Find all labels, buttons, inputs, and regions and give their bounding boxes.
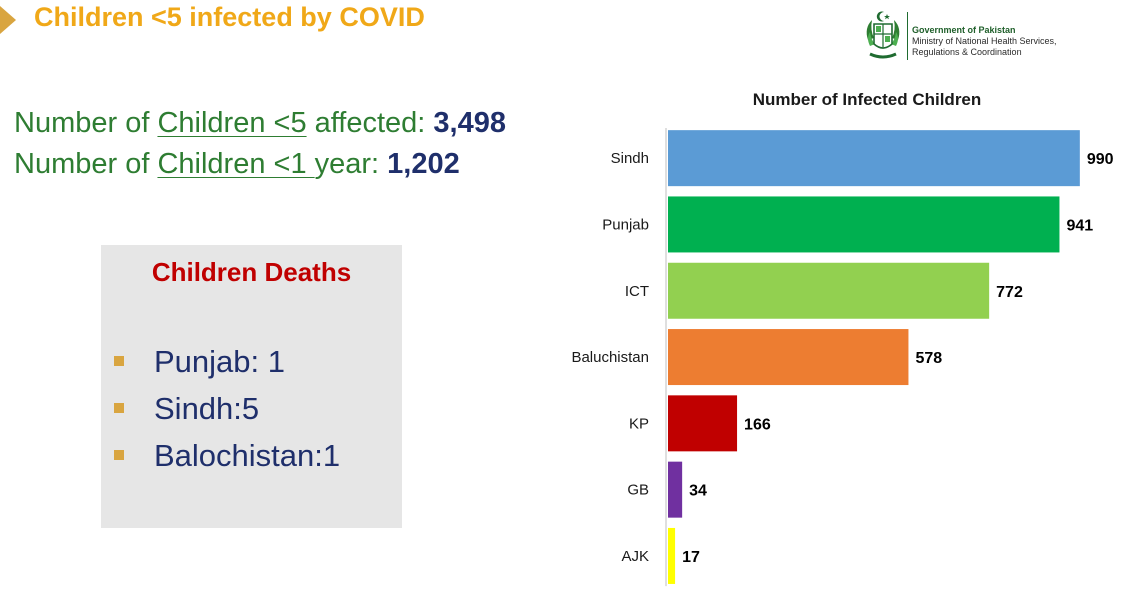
children-deaths-title: Children Deaths xyxy=(151,257,352,287)
bar-punjab xyxy=(668,196,1060,253)
stat-value: 3,498 xyxy=(433,107,506,139)
bar-sindh xyxy=(668,130,1080,187)
stat-prefix: Number of xyxy=(14,107,158,139)
category-label: Punjab xyxy=(602,216,649,233)
data-label: 34 xyxy=(689,483,707,500)
category-label: KP xyxy=(629,415,649,432)
title-arrow-icon xyxy=(0,6,16,34)
data-label: 990 xyxy=(1087,151,1114,168)
bar-ict xyxy=(668,262,990,319)
list-item-text: Sindh:5 xyxy=(154,391,260,426)
pakistan-emblem-icon xyxy=(866,11,900,59)
list-item-text: Balochistan:1 xyxy=(154,438,341,473)
stat-suffix: affected: xyxy=(306,107,434,139)
square-bullet-icon xyxy=(114,403,124,413)
stats-summary: Number of Children <5 affected: 3,498 Nu… xyxy=(14,103,506,185)
stat-prefix: Number of xyxy=(14,148,158,180)
data-label: 578 xyxy=(915,350,942,367)
category-label: Sindh xyxy=(611,150,649,167)
logo-line-regulations: Regulations & Coordination xyxy=(912,47,1022,57)
government-logo: Government of Pakistan Ministry of Natio… xyxy=(862,10,1062,62)
square-bullet-icon xyxy=(114,356,124,366)
data-label: 941 xyxy=(1066,217,1093,234)
chart-title: Number of Infected Children xyxy=(753,90,982,109)
category-label: AJK xyxy=(621,548,649,565)
category-label: Baluchistan xyxy=(571,349,649,366)
stat-underlined-label: Children <5 xyxy=(157,107,307,139)
logo-divider xyxy=(907,12,908,60)
data-label: 166 xyxy=(744,416,771,433)
data-label: 17 xyxy=(682,549,700,566)
stat-suffix: year: xyxy=(314,148,388,180)
list-item: Sindh:5 xyxy=(111,385,340,432)
bar-ajk xyxy=(668,527,676,584)
bar-baluchistan xyxy=(668,329,909,386)
category-label: GB xyxy=(627,482,649,499)
bar-chart-svg: Number of Infected Children Sindh 990 Punja… xyxy=(571,90,1114,587)
stat-value: 1,202 xyxy=(387,148,460,180)
logo-text: Government of Pakistan Ministry of Natio… xyxy=(912,25,1057,58)
children-deaths-list: Punjab: 1 Sindh:5 Balochistan:1 xyxy=(111,338,340,479)
stat-children-under-5: Number of Children <5 affected: 3,498 xyxy=(14,103,506,144)
bar-gb xyxy=(668,461,683,518)
logo-line-government: Government of Pakistan xyxy=(912,25,1016,35)
stat-children-under-1: Number of Children <1 year: 1,202 xyxy=(14,144,506,185)
list-item: Balochistan:1 xyxy=(111,432,340,479)
slide-title: Children <5 infected by COVID xyxy=(34,2,425,32)
children-deaths-panel: Children Deaths Punjab: 1 Sindh:5 Baloch… xyxy=(101,245,402,528)
list-item-text: Punjab: 1 xyxy=(154,344,285,379)
infected-children-chart: Number of Infected Children Sindh 990 Punja… xyxy=(540,80,1137,598)
category-label: ICT xyxy=(625,283,649,300)
square-bullet-icon xyxy=(114,450,124,460)
bar-kp xyxy=(668,395,738,452)
list-item: Punjab: 1 xyxy=(111,338,340,385)
stat-underlined-label: Children <1 xyxy=(157,148,315,180)
data-label: 772 xyxy=(996,284,1023,301)
logo-line-ministry: Ministry of National Health Services, xyxy=(912,36,1057,46)
